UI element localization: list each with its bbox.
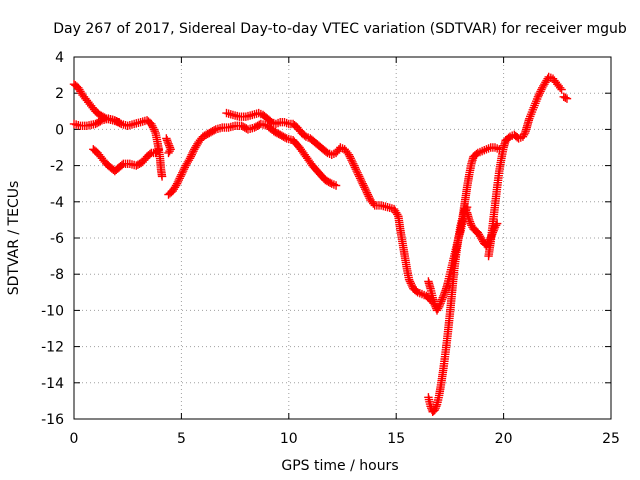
y-tick-label: -14 (41, 376, 64, 392)
data-point (164, 148, 173, 158)
chart-title: Day 267 of 2017, Sidereal Day-to-day VTE… (53, 21, 627, 37)
data-point (557, 85, 566, 94)
data-point (145, 149, 155, 159)
y-tick-labels: 4 2 0 -2 -4 -6 -8 -10 -12 -14 -16 (41, 50, 64, 428)
y-tick-label: -2 (50, 159, 64, 175)
y-tick-label: 4 (55, 50, 64, 66)
data-point (561, 93, 570, 102)
y-tick-label: -16 (41, 412, 64, 428)
data-series (484, 72, 566, 261)
data-point (154, 145, 164, 154)
data-series (424, 277, 442, 313)
data-point (331, 181, 341, 190)
x-tick-label: 5 (177, 431, 186, 447)
data-points (69, 72, 572, 416)
data-series (222, 108, 472, 315)
data-series (89, 145, 164, 176)
data-point (280, 133, 290, 142)
data-point (209, 126, 219, 135)
y-tick-label: -10 (41, 303, 64, 319)
y-tick-label: -4 (50, 195, 64, 211)
x-tick-label: 25 (602, 431, 620, 447)
data-point (157, 172, 167, 181)
x-tick-label: 15 (387, 431, 405, 447)
x-tick-label: 20 (495, 431, 513, 447)
y-tick-label: 2 (55, 86, 64, 102)
data-series (559, 92, 572, 103)
y-tick-label: -8 (50, 267, 64, 283)
grid-lines (74, 57, 611, 419)
x-tick-label: 10 (280, 431, 298, 447)
data-series (69, 114, 167, 181)
data-series (162, 134, 175, 158)
y-tick-label: -6 (50, 231, 64, 247)
x-tick-labels: 0 5 10 15 20 25 (70, 431, 620, 447)
x-axis-label: GPS time / hours (281, 458, 398, 474)
y-tick-label: -12 (41, 340, 64, 356)
data-point (96, 117, 105, 126)
data-point (115, 118, 124, 128)
data-point (432, 304, 442, 313)
y-tick-label: 0 (55, 122, 64, 138)
data-point (153, 146, 162, 155)
data-point (117, 160, 127, 170)
data-point (562, 94, 572, 103)
x-tick-label: 0 (70, 431, 79, 447)
data-series (458, 143, 504, 221)
plot-frame (73, 56, 612, 420)
y-axis-label: SDTVAR / TECUs (6, 181, 22, 296)
data-series (164, 119, 341, 199)
